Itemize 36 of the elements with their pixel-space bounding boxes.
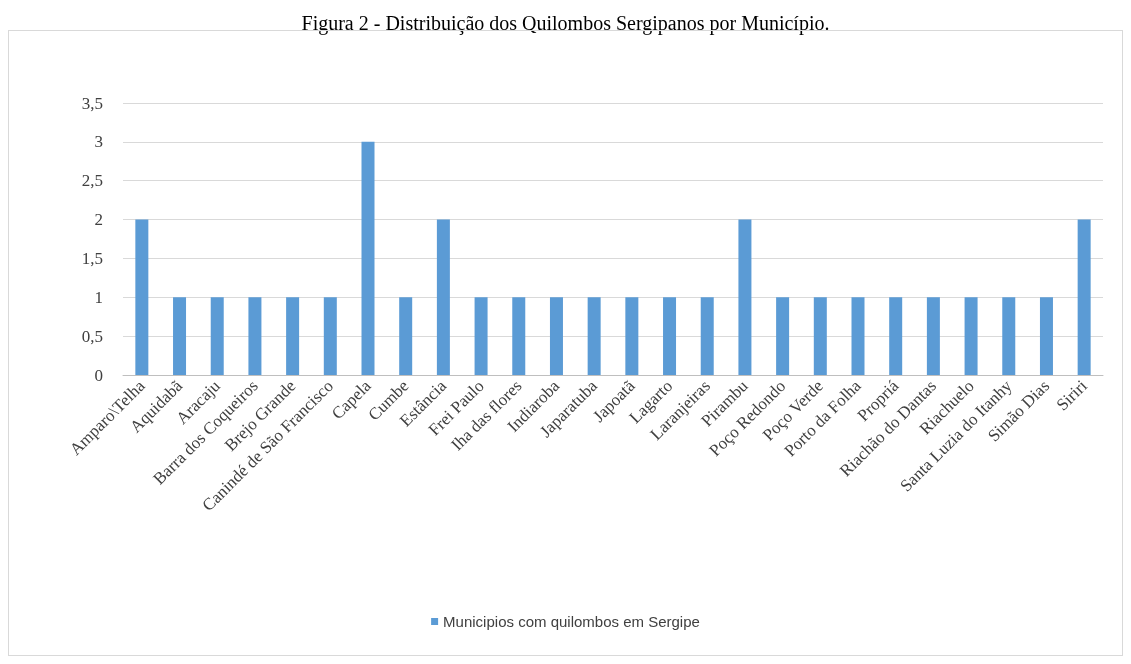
bar: [1077, 219, 1091, 375]
bar: [286, 297, 300, 375]
bar: [889, 297, 903, 375]
chart-title: Figura 2 - Distribuição dos Quilombos Sergipanos por Município.: [301, 12, 830, 35]
bar: [964, 297, 978, 375]
y-tick-label: 3: [94, 132, 103, 152]
bar: [738, 219, 752, 375]
bar: [173, 297, 187, 375]
bar: [512, 297, 526, 375]
legend-label: Municipios com quilombos em Sergipe: [443, 613, 700, 630]
y-tick-label: 1: [94, 287, 103, 307]
bar: [361, 141, 375, 375]
bar: [549, 297, 563, 375]
bar: [776, 297, 790, 375]
bar: [625, 297, 639, 375]
bar: [813, 297, 827, 375]
bar: [587, 297, 601, 375]
bar: [474, 297, 488, 375]
bar: [926, 297, 940, 375]
y-tick-label: 0: [94, 365, 103, 385]
bar: [851, 297, 865, 375]
y-tick-label: 2: [94, 210, 103, 230]
bar: [700, 297, 714, 375]
y-tick-label: 3,5: [81, 93, 103, 113]
bar: [1002, 297, 1016, 375]
y-tick-label: 2,5: [81, 171, 103, 191]
bar: [323, 297, 337, 375]
y-tick-label: 0,5: [81, 326, 103, 346]
bar: [436, 219, 450, 375]
bar: [135, 219, 149, 375]
bar: [210, 297, 224, 375]
bar: [248, 297, 262, 375]
y-tick-label: 1,5: [81, 248, 103, 268]
bar: [663, 297, 677, 375]
bar: [399, 297, 413, 375]
bar: [1039, 297, 1053, 375]
